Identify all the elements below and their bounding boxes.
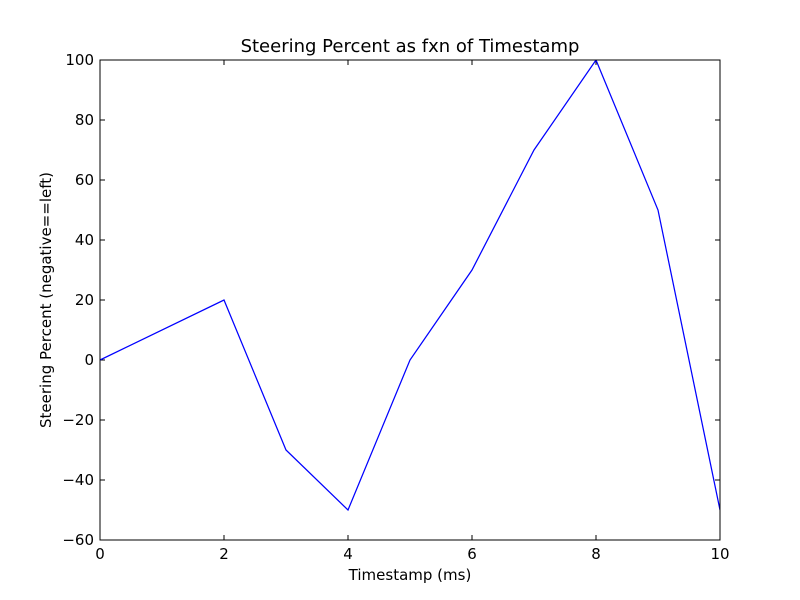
x-tick-label-2: 4 <box>343 545 353 563</box>
y-tick-label-5: 40 <box>75 231 94 249</box>
y-tick-label-8: 100 <box>65 51 94 69</box>
y-tick-label-7: 80 <box>75 111 94 129</box>
x-tick-label-3: 6 <box>467 545 477 563</box>
y-tick-label-6: 60 <box>75 171 94 189</box>
y-tick-label-2: −20 <box>62 411 94 429</box>
plot-area <box>100 60 720 540</box>
x-tick-label-5: 10 <box>710 545 729 563</box>
x-tick-label-4: 8 <box>591 545 601 563</box>
chart-title: Steering Percent as fxn of Timestamp <box>241 36 580 57</box>
y-tick-label-4: 20 <box>75 291 94 309</box>
plot-frame <box>99 59 721 541</box>
y-tick-label-0: −60 <box>62 531 94 549</box>
x-tick-label-1: 2 <box>219 545 229 563</box>
y-axis-tick-labels: −60 −40 −20 0 20 40 60 80 100 <box>62 51 94 549</box>
series-line-0 <box>100 60 720 512</box>
y-tick-label-1: −40 <box>62 471 94 489</box>
x-tick-label-0: 0 <box>95 545 105 563</box>
x-axis-label: Timestamp (ms) <box>348 566 472 584</box>
y-tick-label-3: 0 <box>84 351 94 369</box>
x-axis-tick-labels: 0 2 4 6 8 10 <box>95 545 729 563</box>
y-axis-label: Steering Percent (negative==left) <box>37 172 55 428</box>
